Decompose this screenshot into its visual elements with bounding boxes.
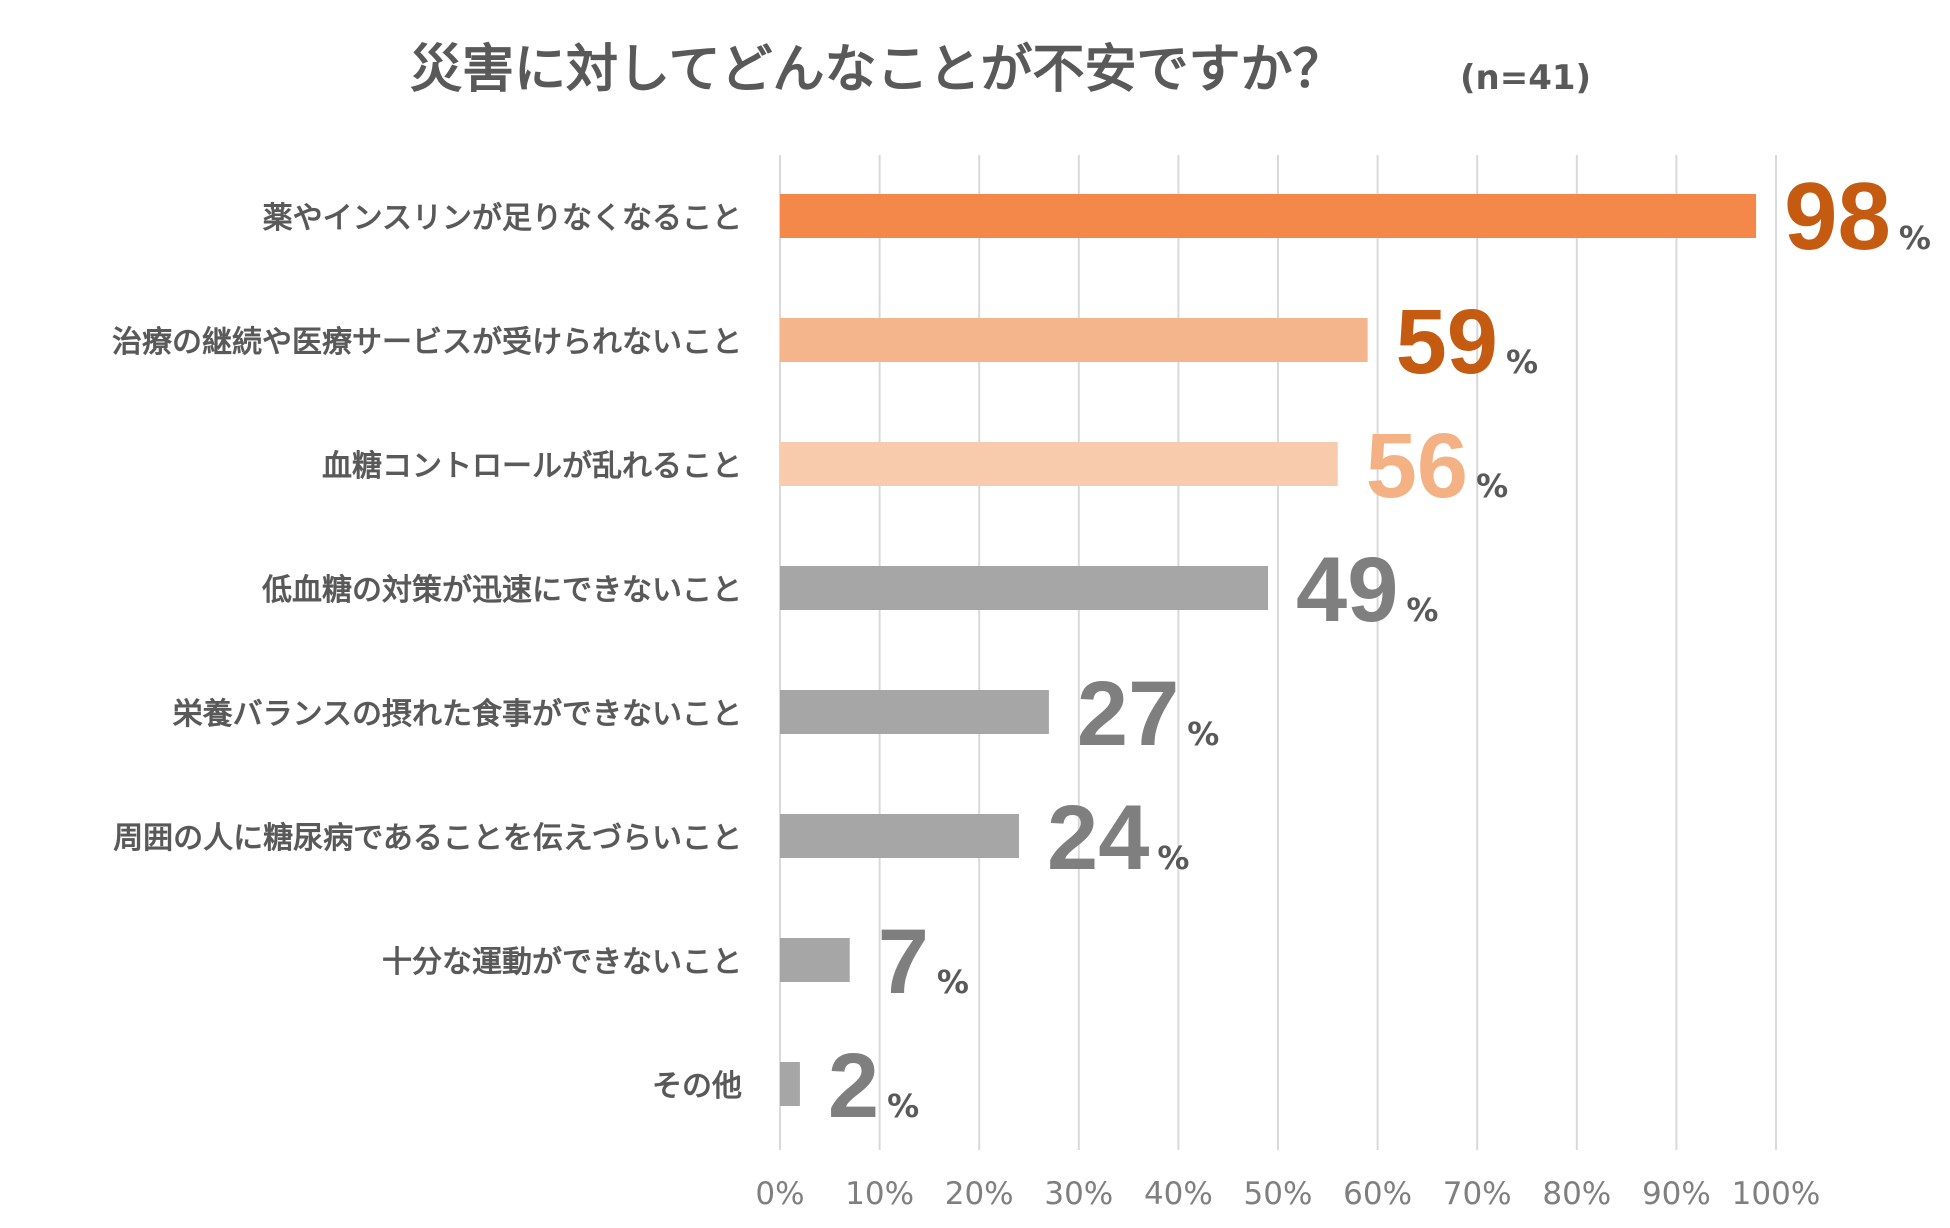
x-tick-label: 40% [1144,1176,1213,1212]
category-label: 周囲の人に糖尿病であることを伝えづらいこと [113,821,742,856]
category-label: 薬やインスリンが足りなくなること [263,201,742,236]
x-tick-label: 30% [1044,1176,1113,1212]
chart-subtitle: (n=41) [1460,58,1591,98]
value-label: 98 [1784,163,1891,270]
x-tick-label: 50% [1244,1176,1313,1212]
percent-sign: % [1899,219,1931,257]
bar [780,194,1757,238]
category-label: 血糖コントロールが乱れること [322,449,742,484]
bar [780,442,1338,486]
x-tick-label: 20% [945,1176,1014,1212]
value-label: 2 [828,1035,879,1137]
value-labels: 98 %59 %56 %49 %27 %24 %7 %2% [828,163,1931,1137]
value-label: 24 [1047,787,1149,889]
value-label: 7 [878,911,929,1013]
bars [780,194,1757,1106]
percent-sign: % [1476,467,1508,505]
x-tick-label: 80% [1542,1176,1611,1212]
percent-sign: % [1506,343,1538,381]
percent-sign: % [887,1087,919,1125]
bar [780,566,1269,610]
value-label: 49 [1296,539,1398,641]
bar [780,938,850,982]
bar [780,814,1020,858]
bar [780,318,1368,362]
x-tick-label: 70% [1443,1176,1512,1212]
bar [780,1062,800,1106]
chart-title: 災害に対してどんなことが不安ですか？ [410,40,1344,100]
category-label: 十分な運動ができないこと [382,945,742,980]
x-axis-ticks: 0% 10% 20% 30% 40% 50% 60% 70% 80% 90% 100% [755,1176,1820,1212]
bar [780,690,1049,734]
category-label: その他 [652,1069,742,1104]
category-label: 栄養バランスの摂れた食事ができないこと [173,697,742,732]
value-label: 56 [1366,415,1468,517]
gridlines [779,155,1777,1150]
percent-sign: % [1157,839,1189,877]
value-label: 59 [1396,291,1498,393]
percent-sign: % [937,963,969,1001]
category-labels: 薬やインスリンが足りなくなること治療の継続や医療サービスが受けられないこと血糖コ… [112,201,742,1104]
percent-sign: % [1406,591,1438,629]
x-tick-label: 100% [1732,1176,1821,1212]
x-tick-label: 10% [845,1176,914,1212]
x-tick-label: 60% [1343,1176,1412,1212]
x-tick-label: 90% [1642,1176,1711,1212]
x-tick-label: 0% [755,1176,804,1212]
value-label: 27 [1077,663,1179,765]
percent-sign: % [1187,715,1219,753]
category-label: 治療の継続や医療サービスが受けられないこと [112,325,742,360]
category-label: 低血糖の対策が迅速にできないこと [261,573,742,608]
